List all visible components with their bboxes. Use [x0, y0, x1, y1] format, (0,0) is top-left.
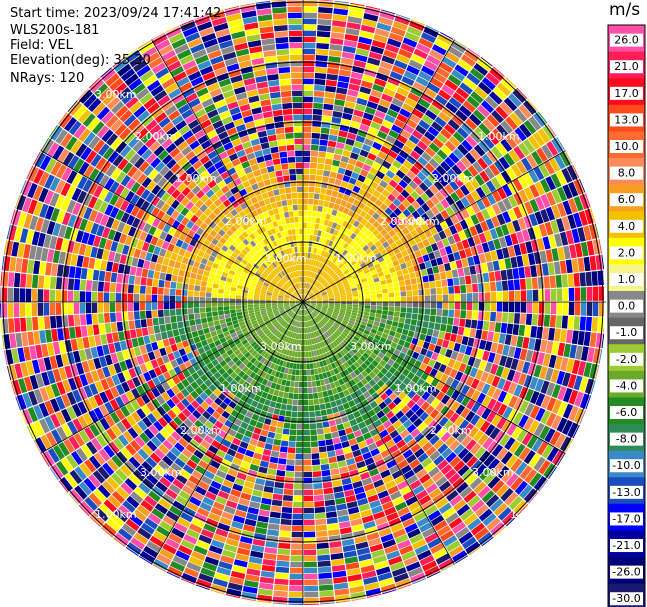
colorbar-tick-label: 8.0: [618, 167, 636, 180]
range-ring-label: 1.00km: [335, 252, 377, 265]
colorbar-tick-label: -30.0: [612, 592, 640, 605]
colorbar-tick-bg: [610, 33, 643, 47]
colorbar-tick-bg: [610, 379, 643, 393]
ppi-gates: [0, 0, 604, 605]
azimuth-spoke: [302, 39, 455, 303]
start-time-label: Start time: 2023/09/24 17:41:42: [10, 6, 222, 21]
colorbar-tick-label: -4.0: [616, 379, 637, 392]
colorbar-tick-bg: [610, 432, 643, 446]
colorbar-tick-label: 13.0: [614, 113, 639, 126]
range-ring-label: 3.00km: [350, 340, 392, 353]
colorbar-tick-bg: [610, 246, 643, 260]
colorbar-tick-bg: [610, 352, 643, 366]
colorbar-tick-label: -13.0: [612, 486, 640, 499]
range-ring-label: 1.00km: [175, 172, 217, 185]
colorbar-tick-label: -8.0: [616, 433, 637, 446]
colorbar-tick-bg: [610, 273, 643, 287]
colorbar-tick-label: 17.0: [614, 87, 639, 100]
colorbar-tick-label: -21.0: [612, 539, 640, 552]
range-ring-label: 3.00km: [95, 88, 137, 101]
azimuth-spoke: [302, 150, 566, 303]
range-ring-label: 2.00km: [180, 424, 222, 437]
azimuth-spoke: [302, 301, 455, 565]
colorbar-tick-label: 1.0: [618, 273, 636, 286]
range-ring-label: 2.00km: [430, 424, 472, 437]
azimuth-spoke: [151, 39, 304, 303]
range-ring-label: 2.00km: [135, 130, 177, 143]
field-label: Field: VEL: [10, 38, 73, 53]
colorbar-tick-bg: [610, 512, 643, 526]
colorbar-tick-bg: [610, 166, 643, 180]
range-ring-label: 1.00km: [395, 382, 437, 395]
colorbar-tick-label: 6.0: [618, 193, 636, 206]
colorbar-tick-label: -1.0: [616, 326, 637, 339]
range-ring-label: 3.00km: [260, 340, 302, 353]
colorbar-tick-label: -26.0: [612, 566, 640, 579]
range-ring-label: 1.00km: [95, 508, 137, 521]
colorbar-tick-bg: [610, 219, 643, 233]
range-ring-label: 2.00km: [432, 172, 474, 185]
range-ring-label: 2.00km: [225, 215, 267, 228]
range-ring-label: 1.00km: [510, 508, 552, 521]
range-ring-label: 1.00km: [265, 252, 307, 265]
colorbar-tick-bg: [610, 326, 643, 340]
colorbar-tick-bg: [610, 592, 643, 606]
colorbar-tick-bg: [610, 113, 643, 127]
colorbar-tick-label: -2.0: [616, 353, 637, 366]
colorbar-tick-bg: [610, 193, 643, 207]
colorbar-tick-label: 4.0: [618, 220, 636, 233]
elevation-label: Elevation(deg): 35.30: [10, 53, 151, 68]
colorbar-tick-bg: [610, 140, 643, 154]
colorbar-tick-bg: [610, 299, 643, 313]
instrument-label: WLS200s-181: [10, 23, 100, 38]
colorbar-tick-label: 21.0: [614, 60, 639, 73]
colorbar-tick-label: -6.0: [616, 406, 637, 419]
azimuth-spoke: [302, 301, 566, 454]
colorbar-tick-label: 10.0: [614, 140, 639, 153]
colorbar-tick-label: -10.0: [612, 459, 640, 472]
range-ring-label: 3.00km: [472, 466, 514, 479]
colorbar-tick-bg: [610, 406, 643, 420]
colorbar-tick-label: 0.0: [618, 300, 636, 313]
colorbar-tick-bg: [610, 86, 643, 100]
range-ring-label: 1.00km: [220, 382, 262, 395]
colorbar-tick-label: 26.0: [614, 34, 639, 47]
azimuth-spoke: [40, 150, 304, 303]
azimuth-spoke: [40, 301, 304, 454]
colorbar-tick-bg: [610, 459, 643, 473]
range-ring-label: 1.00km: [478, 130, 520, 143]
colorbar-tick-bg: [610, 565, 643, 579]
range-ring-label: 3.00km: [398, 215, 440, 228]
colorbar-tick-bg: [610, 60, 643, 74]
colorbar-tick-label: -17.0: [612, 512, 640, 525]
colorbar-border: [607, 24, 646, 607]
colorbar-unit: m/s: [609, 0, 641, 20]
colorbar-tick-label: 2.0: [618, 246, 636, 259]
colorbar-tick-bg: [610, 539, 643, 553]
azimuth-spoke: [151, 301, 304, 565]
range-ring-label: 3.00km: [140, 466, 182, 479]
nrays-label: NRays: 120: [10, 71, 85, 86]
colorbar-tick-bg: [610, 485, 643, 499]
range-ring-label: 2.00km: [380, 215, 422, 228]
